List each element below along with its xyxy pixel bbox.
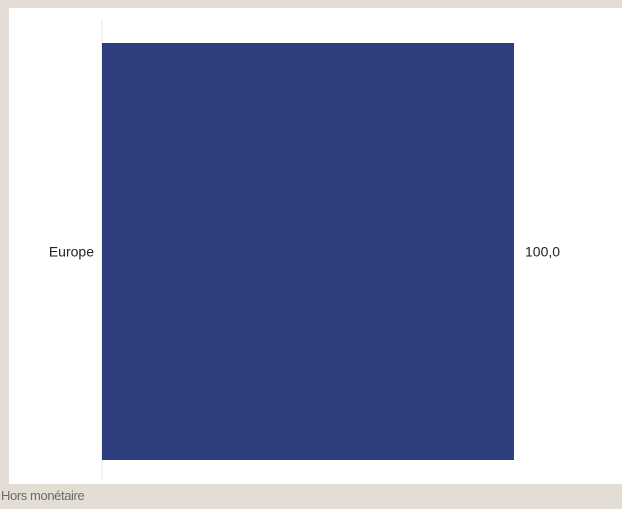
bar-europe: [102, 43, 514, 460]
bars-layer: [102, 43, 514, 460]
value-label: 100,0: [525, 244, 560, 260]
category-label: Europe: [49, 244, 94, 260]
bar-chart: Europe 100,0: [49, 20, 560, 480]
chart-panel: Europe 100,0: [9, 8, 622, 484]
labels-layer: Europe 100,0: [49, 244, 560, 260]
footer-note: Hors monétaire: [1, 488, 85, 503]
